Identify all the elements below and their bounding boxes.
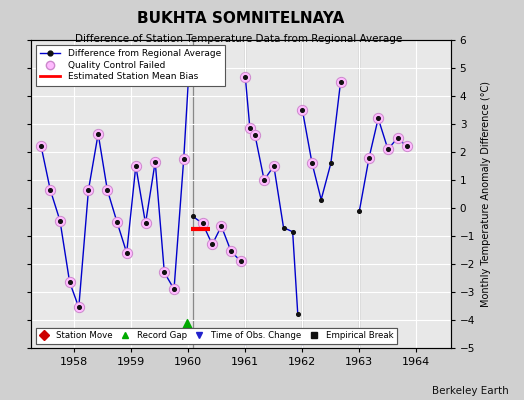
- Point: [113, 219, 121, 225]
- Point: [260, 177, 268, 183]
- Point: [298, 107, 307, 113]
- Point: [308, 160, 316, 166]
- Point: [151, 158, 159, 165]
- Point: [227, 248, 235, 255]
- Point: [151, 158, 159, 165]
- Point: [170, 286, 178, 292]
- Point: [103, 186, 112, 193]
- Point: [180, 156, 188, 162]
- Point: [180, 156, 188, 162]
- Text: Difference of Station Temperature Data from Regional Average: Difference of Station Temperature Data f…: [75, 34, 402, 44]
- Point: [241, 74, 249, 80]
- Point: [236, 258, 245, 264]
- Point: [189, 213, 197, 220]
- Point: [74, 304, 83, 310]
- Y-axis label: Monthly Temperature Anomaly Difference (°C): Monthly Temperature Anomaly Difference (…: [481, 81, 490, 307]
- Point: [317, 196, 325, 203]
- Point: [394, 135, 402, 141]
- Point: [241, 74, 249, 80]
- Point: [66, 279, 74, 286]
- Point: [132, 163, 140, 169]
- Point: [336, 79, 345, 85]
- Point: [384, 146, 392, 152]
- Point: [308, 160, 316, 166]
- Point: [326, 160, 335, 166]
- Point: [365, 154, 373, 161]
- Point: [355, 336, 364, 343]
- Point: [251, 132, 259, 138]
- Point: [374, 115, 383, 122]
- Point: [56, 218, 64, 224]
- Point: [84, 186, 93, 193]
- Point: [182, 321, 191, 327]
- Point: [66, 279, 74, 286]
- Point: [394, 135, 402, 141]
- Point: [260, 177, 268, 183]
- Point: [293, 311, 302, 318]
- Title: BUKHTA SOMNITELNAYA: BUKHTA SOMNITELNAYA: [137, 11, 345, 26]
- Point: [217, 223, 225, 229]
- Point: [336, 79, 345, 85]
- Point: [74, 304, 83, 310]
- Point: [208, 241, 216, 248]
- Point: [241, 336, 249, 343]
- Point: [113, 219, 121, 225]
- Point: [37, 143, 46, 150]
- Point: [170, 286, 178, 292]
- Point: [270, 163, 278, 169]
- Point: [289, 229, 297, 235]
- Point: [123, 250, 131, 256]
- Point: [365, 154, 373, 161]
- Point: [199, 220, 207, 226]
- Point: [123, 250, 131, 256]
- Point: [402, 143, 411, 150]
- Legend: Station Move, Record Gap, Time of Obs. Change, Empirical Break: Station Move, Record Gap, Time of Obs. C…: [36, 328, 397, 344]
- Point: [374, 115, 383, 122]
- Point: [94, 130, 102, 137]
- Point: [160, 269, 169, 276]
- Point: [217, 223, 225, 229]
- Point: [208, 241, 216, 248]
- Text: Berkeley Earth: Berkeley Earth: [432, 386, 508, 396]
- Point: [298, 107, 307, 113]
- Point: [160, 269, 169, 276]
- Point: [141, 220, 150, 226]
- Point: [384, 146, 392, 152]
- Point: [279, 224, 288, 231]
- Point: [103, 186, 112, 193]
- Point: [46, 186, 54, 193]
- Point: [184, 79, 192, 85]
- Point: [246, 125, 254, 131]
- Point: [270, 163, 278, 169]
- Point: [56, 218, 64, 224]
- Point: [141, 220, 150, 226]
- Point: [84, 186, 93, 193]
- Point: [298, 336, 307, 343]
- Point: [132, 163, 140, 169]
- Point: [46, 186, 54, 193]
- Point: [355, 208, 364, 214]
- Point: [94, 130, 102, 137]
- Point: [227, 248, 235, 255]
- Point: [199, 220, 207, 226]
- Point: [246, 125, 254, 131]
- Point: [236, 258, 245, 264]
- Point: [402, 143, 411, 150]
- Point: [251, 132, 259, 138]
- Point: [37, 143, 46, 150]
